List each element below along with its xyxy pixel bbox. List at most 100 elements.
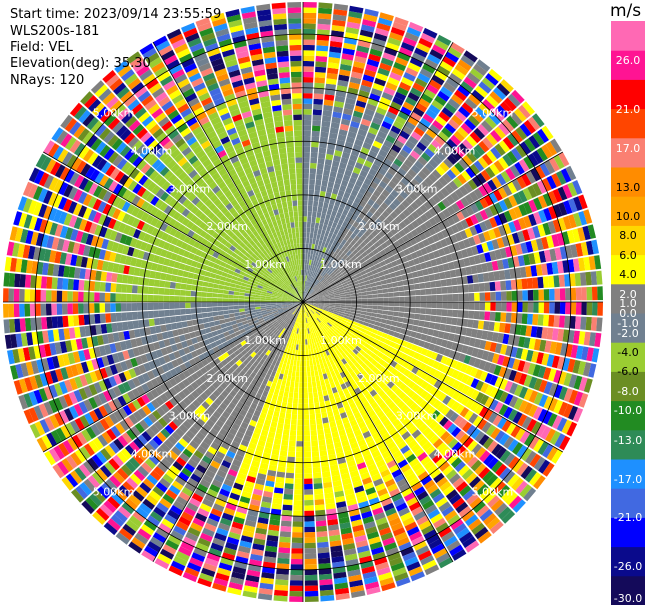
ppi-cell [391,320,398,327]
ppi-cell [260,577,274,585]
ppi-cell [468,256,476,266]
ppi-cell [385,423,395,432]
ppi-cell [328,203,334,211]
ppi-cell [310,260,314,266]
ppi-cell [297,425,303,431]
ppi-cell [334,278,340,283]
ppi-cell [263,447,272,454]
ppi-cell [371,359,378,367]
ppi-cell [407,372,416,380]
ppi-cell [359,84,372,93]
ppi-cell [558,371,567,385]
ppi-cell [490,146,502,160]
ppi-cell [375,561,390,571]
ppi-cell [325,343,330,350]
ppi-cell [393,158,403,167]
ppi-cell [318,147,327,154]
ppi-cell [222,306,229,311]
ppi-cell [335,355,341,363]
ppi-cell [481,77,496,90]
ppi-cell [486,240,495,251]
ppi-cell [438,557,453,569]
ppi-cell [372,338,380,345]
ppi-cell [372,302,378,306]
ppi-cell [303,398,309,404]
ppi-cell [454,89,467,102]
ppi-cell [490,291,496,301]
ppi-cell [317,23,331,31]
ppi-cell [408,284,415,291]
ppi-cell [499,391,509,403]
ppi-cell [348,218,355,226]
ppi-cell [446,540,461,552]
ppi-cell [265,303,271,306]
ppi-cell [365,268,372,274]
ppi-cell [336,317,343,322]
ppi-cell [439,481,452,492]
ppi-cell [388,330,395,336]
ppi-cell [463,436,474,448]
ppi-cell [327,354,333,361]
ppi-cell [573,375,583,390]
ppi-cell [418,520,432,531]
ppi-cell [450,42,465,54]
ppi-cell [363,277,370,282]
ppi-cell [557,260,564,274]
ppi-cell [268,404,276,411]
ppi-cell [483,321,490,331]
ppi-cell [440,279,447,287]
ppi-cell [396,478,408,488]
ppi-cell [495,302,502,312]
ppi-cell [255,478,266,486]
ppi-cell [500,79,514,93]
ppi-cell [391,418,401,428]
ppi-cell [292,338,296,344]
ppi-cell [307,270,310,276]
ppi-cell [368,168,378,177]
ppi-cell [503,97,517,111]
ppi-cell [397,181,407,190]
ppi-cell [356,298,362,302]
ppi-cell [320,131,329,138]
ppi-cell [572,228,581,243]
ppi-cell [424,504,438,515]
ppi-cell [299,371,303,377]
ppi-cell [319,299,325,302]
ppi-cell [377,522,390,531]
ppi-cell [329,171,337,178]
ppi-cell [411,131,422,141]
ppi-cell [242,530,254,538]
ppi-cell [318,257,323,263]
ppi-cell [366,155,376,164]
ppi-cell [307,211,312,217]
ppi-cell [304,307,307,313]
ppi-cell [432,154,443,165]
ppi-cell [196,308,202,314]
ppi-cell [470,389,480,400]
ppi-cell [290,419,297,425]
ppi-cell [342,317,348,322]
ppi-cell [343,42,356,51]
ppi-cell [438,501,451,513]
ppi-cell [401,76,414,87]
ppi-cell [303,382,308,388]
ppi-cell [460,267,467,276]
ppi-cell [406,342,413,350]
ppi-cell [504,393,514,406]
ppi-cell [404,121,416,131]
ppi-cell [507,409,518,422]
ppi-cell [348,261,355,268]
ppi-cell [432,224,441,234]
ppi-cell [364,137,374,145]
ppi-cell [578,211,588,226]
ppi-cell [359,396,368,404]
ppi-cell [347,353,354,360]
ppi-cell [581,287,587,301]
ppi-cell [413,510,427,521]
ppi-cell [341,220,348,228]
ppi-cell [341,197,349,204]
ppi-cell [318,316,323,321]
ppi-cell [583,209,593,224]
ppi-cell [359,29,374,38]
ppi-cell [338,129,348,137]
